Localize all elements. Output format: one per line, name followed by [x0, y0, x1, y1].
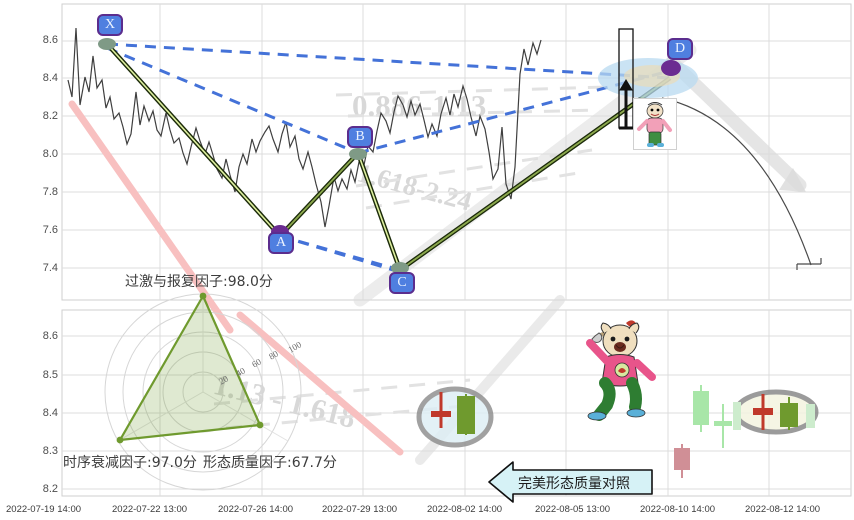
xtick-0: 2022-07-19 14:00 [6, 504, 82, 515]
xtick-6: 2022-08-10 14:00 [640, 504, 716, 515]
right-bullish-candle [780, 397, 798, 430]
mid-bearish-candle [674, 444, 690, 478]
radar-label-top: 过激与报复因子:98.0分 [125, 274, 273, 290]
ytick-top-0: 8.6 [42, 34, 58, 46]
left-bullish-candle [457, 394, 475, 435]
xtick-2: 2022-07-26 14:00 [218, 504, 294, 515]
xtick-4: 2022-08-02 14:00 [427, 504, 503, 515]
proj-b-d [357, 71, 663, 155]
mid-bullish-candle [693, 385, 709, 432]
pivot-dot-c [391, 262, 409, 274]
measure-bracket [618, 28, 634, 130]
ytick-top-4: 7.8 [42, 186, 58, 198]
ytick-bot-0: 8.6 [42, 330, 58, 342]
ytick-top-1: 8.4 [42, 72, 58, 84]
pivot-dot-d [661, 60, 681, 76]
ytick-top-3: 8.0 [42, 148, 58, 160]
harmonic-point-c[interactable]: C [389, 272, 415, 294]
mid-doji-candle [714, 404, 732, 448]
right-side-candles [733, 402, 815, 430]
mascot-sticker-small [633, 98, 677, 150]
ytick-top-2: 8.2 [42, 110, 58, 122]
pivot-dots [98, 38, 681, 274]
proj-x-b [106, 46, 359, 155]
harmonic-point-x[interactable]: X [97, 14, 123, 36]
ytick-top-5: 7.6 [42, 224, 58, 236]
xtick-3: 2022-07-29 13:00 [322, 504, 398, 515]
mascot-large [580, 315, 666, 425]
proj-a-right [279, 234, 401, 274]
harmonic-point-a[interactable]: A [268, 232, 294, 254]
radar-vertices [116, 292, 264, 444]
ytick-top-6: 7.4 [42, 262, 58, 274]
ytick-bot-4: 8.2 [42, 483, 58, 495]
pivot-dot-b [349, 148, 367, 160]
ytick-bot-1: 8.5 [42, 369, 58, 381]
radar-spokes [117, 294, 289, 442]
right-bearish-candle [753, 394, 773, 430]
pivot-dot-x [98, 38, 116, 50]
arc-end-tick [796, 258, 822, 270]
callout-label: 完美形态质量对照 [518, 476, 630, 492]
xtick-1: 2022-07-22 13:00 [112, 504, 188, 515]
pink-trend-line-2 [236, 311, 404, 456]
ytick-bot-3: 8.3 [42, 445, 58, 457]
left-bearish-candle [431, 392, 451, 428]
radar-label-right: 形态质量因子:67.7分 [203, 455, 337, 471]
projection-lines [106, 42, 671, 274]
harmonic-point-d[interactable]: D [667, 38, 693, 60]
xtick-7: 2022-08-12 14:00 [745, 504, 821, 515]
price-line [67, 27, 542, 228]
xtick-5: 2022-08-05 13:00 [535, 504, 611, 515]
radar-label-left: 时序衰减因子:97.0分 [63, 455, 197, 471]
pink-trend-line-1 [68, 100, 234, 334]
projection-arc [661, 97, 812, 266]
ytick-bot-2: 8.4 [42, 407, 58, 419]
harmonic-point-b[interactable]: B [347, 126, 373, 148]
radar-polygon [117, 293, 262, 442]
